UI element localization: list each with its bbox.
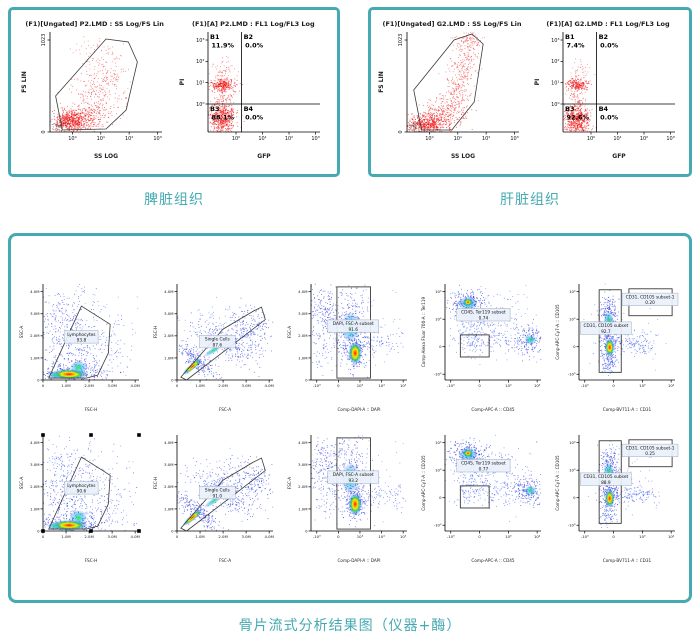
svg-text:10²: 10² xyxy=(551,59,559,65)
svg-text:2.0M: 2.0M xyxy=(84,383,93,388)
svg-text:88.1%: 88.1% xyxy=(212,114,235,122)
bone-plot-r1-c1: 0 1.0M 2.0M 3.0M 4.0M 0 1.0M 2.0M 3.0M 4.0M FSC-H S… xyxy=(17,278,147,413)
bone-plot-r2-c1: 0 1.0M 2.0M 3.0M 4.0M 0 1.0M 2.0M 3.0M 4.0M FSC-H S… xyxy=(17,429,147,564)
svg-text:0: 0 xyxy=(42,383,45,388)
svg-text:10²: 10² xyxy=(482,136,490,142)
svg-text:10³: 10³ xyxy=(312,136,320,142)
svg-text:B3: B3 xyxy=(210,105,219,113)
liver-pi-gfp-plot: 10⁰ 10¹ 10² 10³ 10⁰ 10¹ 10² 10³ GFP PI B1 7.4% B2 0.0… xyxy=(533,28,683,160)
svg-text:10⁰: 10⁰ xyxy=(551,102,559,108)
bone-plot-r2-c2: 0 1.0M 2.0M 3.0M 4.0M 0 1.0M 2.0M 3.0M 4.0M FSC-A F… xyxy=(151,429,281,564)
svg-text:10⁰: 10⁰ xyxy=(68,136,76,142)
bone-plot-r1-c4: -10³ 0 10³ 10⁴ -10³ 0 10³ 10⁴ Comp-APC-A :: CD45… xyxy=(419,278,549,413)
spleen-pi-gfp-group: (F1)[A] P2.LMD : FL1 Log/FL3 Log 10⁰ 10¹ 1… xyxy=(178,14,328,160)
spleen-caption: 脾脏组织 xyxy=(144,192,204,208)
svg-text:PI: PI xyxy=(534,79,541,86)
svg-text:B2: B2 xyxy=(599,33,608,41)
svg-text:SS LOG: SS LOG xyxy=(451,153,475,160)
spleen-panel: (F1)[Ungated] P2.LMD : SS Log/FS Lin 10⁰… xyxy=(8,7,340,177)
liver-panel: (F1)[Ungated] G2.LMD : SS Log/FS Lin 10⁰… xyxy=(368,7,692,177)
bone-plot-r1-c2: 0 1.0M 2.0M 3.0M 4.0M 0 1.0M 2.0M 3.0M 4.0M FSC-A F… xyxy=(151,278,281,413)
svg-text:B4: B4 xyxy=(244,105,254,113)
svg-text:0: 0 xyxy=(37,377,40,382)
bone-plot-r2-c3: -10³ 0 10³ 10⁴ 10⁵ 0 1.0M 2.0M 3.0M 4.0M Comp-DAPI… xyxy=(285,429,415,564)
svg-text:10²: 10² xyxy=(125,136,133,142)
bone-plot-row-1: 0 1.0M 2.0M 3.0M 4.0M 0 1.0M 2.0M 3.0M 4.0M FSC-H S… xyxy=(15,278,685,413)
bone-plot-r2-c4: -10³ 0 10³ 10⁴ -10³ 0 10³ 10⁴ Comp-APC-A :: CD45… xyxy=(419,429,549,564)
svg-text:B3: B3 xyxy=(565,105,574,113)
svg-text:10⁰: 10⁰ xyxy=(196,102,204,108)
svg-text:PI: PI xyxy=(179,79,186,86)
svg-text:0: 0 xyxy=(41,130,47,133)
plot-title: (F1)[A] P2.LMD : FL1 Log/FL3 Log xyxy=(191,20,315,28)
svg-text:0.0%: 0.0% xyxy=(600,114,619,122)
svg-text:10¹: 10¹ xyxy=(196,80,204,86)
liver-pi-gfp-group: (F1)[A] G2.LMD : FL1 Log/FL3 Log 10⁰ 10¹ 1… xyxy=(533,14,683,160)
bone-flow-panel: 0 1.0M 2.0M 3.0M 4.0M 0 1.0M 2.0M 3.0M 4.0M FSC-H S… xyxy=(8,233,692,603)
svg-text:10³: 10³ xyxy=(153,136,161,142)
bone-plot-r1-c3: -10³ 0 10³ 10⁴ 10⁵ 0 1.0M 2.0M 3.0M 4.0M Comp-DAPI… xyxy=(285,278,415,413)
svg-text:B2: B2 xyxy=(244,33,253,41)
svg-text:10¹: 10¹ xyxy=(454,136,462,142)
svg-text:0.0%: 0.0% xyxy=(245,114,264,122)
svg-text:0.0%: 0.0% xyxy=(600,42,619,50)
tissue-captions: 脾脏组织 肝脏组织 xyxy=(0,177,700,209)
svg-text:10²: 10² xyxy=(285,136,293,142)
svg-text:4.0M: 4.0M xyxy=(130,383,139,388)
svg-text:0.0%: 0.0% xyxy=(245,42,264,50)
svg-text:GFP: GFP xyxy=(258,153,272,160)
svg-text:10¹: 10¹ xyxy=(259,136,267,142)
svg-text:B1: B1 xyxy=(210,33,220,41)
top-panels-row: (F1)[Ungated] P2.LMD : SS Log/FS Lin 10⁰… xyxy=(0,0,700,177)
svg-text:3.0M: 3.0M xyxy=(107,383,116,388)
plot-title: (F1)[Ungated] P2.LMD : SS Log/FS Lin xyxy=(25,20,164,28)
svg-text:1023: 1023 xyxy=(398,34,404,47)
bone-plot-r1-c5: -10³ 0 10³ 10⁴ -10³ 0 10³ 10⁴ Comp-BV711-A :: CD… xyxy=(553,278,683,413)
svg-text:B4: B4 xyxy=(599,105,609,113)
bone-plot-r2-c5: -10³ 0 10³ 10⁴ -10³ 0 10³ 10⁴ Comp-BV711-A :: CD… xyxy=(553,429,683,564)
svg-text:10²: 10² xyxy=(196,59,204,65)
spleen-pi-gfp-plot: 10⁰ 10¹ 10² 10³ 10⁰ 10¹ 10² 10³ GFP PI B1 11.9% B2 0.… xyxy=(178,28,328,160)
liver-fs-ss-group: (F1)[Ungated] G2.LMD : SS Log/FS Lin 10⁰… xyxy=(377,14,527,160)
svg-text:SS LOG: SS LOG xyxy=(94,153,118,160)
svg-text:10⁰: 10⁰ xyxy=(232,136,240,142)
bone-plot-row-2: 0 1.0M 2.0M 3.0M 4.0M 0 1.0M 2.0M 3.0M 4.0M FSC-H S… xyxy=(15,429,685,564)
svg-text:GFP: GFP xyxy=(612,153,626,160)
svg-text:92.6%: 92.6% xyxy=(567,114,590,122)
svg-text:B1: B1 xyxy=(565,33,575,41)
svg-text:FS LIN: FS LIN xyxy=(21,71,28,93)
bone-caption: 骨片流式分析结果图（仪器+酶） xyxy=(238,618,462,634)
svg-text:1.0M: 1.0M xyxy=(61,383,70,388)
svg-text:7.4%: 7.4% xyxy=(567,42,586,50)
svg-text:1.0M: 1.0M xyxy=(30,355,39,360)
plot-title: (F1)[A] G2.LMD : FL1 Log/FL3 Log xyxy=(546,20,670,28)
spleen-fs-ss-plot: 10⁰ 10¹ 10² 10³ 0 1023 SS LOG FS LIN xyxy=(20,28,170,160)
spleen-fs-ss-group: (F1)[Ungated] P2.LMD : SS Log/FS Lin 10⁰… xyxy=(20,14,170,160)
liver-caption: 肝脏组织 xyxy=(500,192,560,208)
svg-text:10³: 10³ xyxy=(196,38,204,44)
svg-text:10¹: 10¹ xyxy=(551,80,559,86)
svg-text:10³: 10³ xyxy=(510,136,518,142)
liver-fs-ss-plot: 10⁰ 10¹ 10² 10³ 0 1023 SS LOG FS LIN xyxy=(377,28,527,160)
svg-text:10²: 10² xyxy=(640,136,648,142)
svg-text:FS LIN: FS LIN xyxy=(378,71,385,93)
svg-text:1023: 1023 xyxy=(41,34,47,47)
svg-text:10¹: 10¹ xyxy=(96,136,104,142)
svg-text:10³: 10³ xyxy=(551,38,559,44)
svg-text:10⁰: 10⁰ xyxy=(587,136,595,142)
plot-title: (F1)[Ungated] G2.LMD : SS Log/FS Lin xyxy=(382,20,522,28)
svg-text:10¹: 10¹ xyxy=(613,136,621,142)
svg-text:0: 0 xyxy=(398,130,404,133)
svg-text:11.9%: 11.9% xyxy=(212,42,235,50)
svg-text:10³: 10³ xyxy=(666,136,674,142)
svg-text:10⁰: 10⁰ xyxy=(425,136,433,142)
